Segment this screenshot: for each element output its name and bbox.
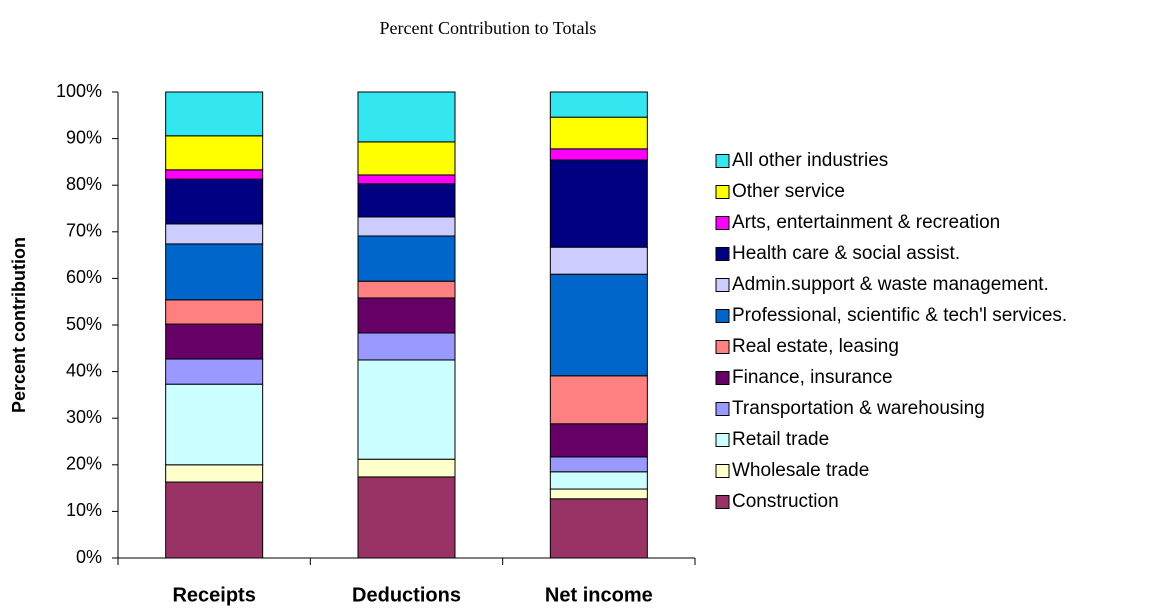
bar-segment [165,91,264,137]
legend-label: Retail trade [732,429,829,450]
legend-label: Real estate, leasing [732,336,899,357]
legend-label: Construction [732,491,839,512]
legend-swatch [715,495,730,509]
bar-segment [549,116,648,150]
bar-segment [357,280,456,299]
bar-segment [165,358,264,385]
bar-segment [357,476,456,559]
legend-swatch [715,216,730,230]
legend-label: All other industries [732,150,888,171]
legend-swatch [715,154,730,168]
bar-segment [357,141,456,176]
bar-segment [165,135,264,171]
bar-segment [165,383,264,466]
bar-segment [549,498,648,559]
y-tick-label: 20% [66,454,102,474]
legend-label: Admin.support & waste management. [732,274,1049,295]
bar-segment [357,216,456,237]
bar-segment [549,273,648,377]
bar-segment [357,297,456,334]
bar-segment [357,183,456,218]
legend-swatch [715,247,730,261]
y-tick-label: 50% [66,314,102,334]
legend-label: Professional, scientific & tech'l servic… [732,305,1067,326]
bar-segment [357,235,456,282]
bar-segment [165,223,264,245]
y-tick-label: 0% [76,547,102,567]
x-tick-label: Net income [545,584,653,606]
bar-segment [357,359,456,460]
y-tick-label: 10% [66,500,102,520]
bar-segment [357,174,456,185]
x-tick-label: Deductions [352,584,461,606]
bar-segment [165,243,264,301]
bar-segment [165,178,264,225]
legend-swatch [715,278,730,292]
y-tick-label: 60% [66,267,102,287]
legend-swatch [715,185,730,199]
legend-swatch [715,309,730,323]
bar-segment [549,456,648,473]
bar-segment [549,375,648,425]
y-tick-label: 40% [66,360,102,380]
bar-segment [549,423,648,458]
bar-segment [549,91,648,118]
legend-label: Health care & social assist. [732,243,960,264]
legend-label: Finance, insurance [732,367,893,388]
legend-swatch [715,371,730,385]
legend-swatch [715,464,730,478]
legend-label: Other service [732,181,845,202]
bar-segment [549,471,648,490]
bar-segment [165,299,264,325]
bar-segment [165,464,264,483]
bar-segment [357,91,456,143]
y-tick-label: 90% [66,127,102,147]
legend-label: Transportation & warehousing [732,398,985,419]
x-tick-label: Receipts [172,584,255,606]
bar-segment [357,332,456,361]
y-tick-label: 30% [66,407,102,427]
bar-segment [357,458,456,478]
bar-segment [549,246,648,275]
y-tick-label: 80% [66,174,102,194]
y-tick-label: 100% [56,81,102,101]
bar-segment [549,159,648,248]
y-axis-label: Percent contribution [9,237,29,413]
bar-segment [549,488,648,500]
bar-segment [165,323,264,360]
bar-segment [549,148,648,161]
bar-segment [165,169,264,180]
legend-swatch [715,433,730,447]
legend-label: Wholesale trade [732,460,869,481]
legend-swatch [715,402,730,416]
chart-title: Percent Contribution to Totals [380,18,597,38]
legend-label: Arts, entertainment & recreation [732,212,1000,233]
bar-segment [165,481,264,559]
y-tick-label: 70% [66,221,102,241]
legend-swatch [715,340,730,354]
